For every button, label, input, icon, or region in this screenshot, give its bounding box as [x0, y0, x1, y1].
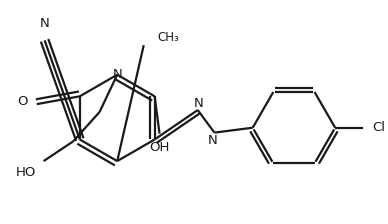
- Text: OH: OH: [149, 141, 170, 154]
- Text: N: N: [40, 17, 49, 30]
- Text: N: N: [194, 97, 204, 110]
- Text: N: N: [208, 134, 217, 147]
- Text: CH₃: CH₃: [158, 31, 179, 44]
- Text: O: O: [18, 95, 28, 108]
- Text: N: N: [113, 68, 122, 81]
- Text: Cl: Cl: [372, 121, 385, 134]
- Text: HO: HO: [16, 166, 36, 179]
